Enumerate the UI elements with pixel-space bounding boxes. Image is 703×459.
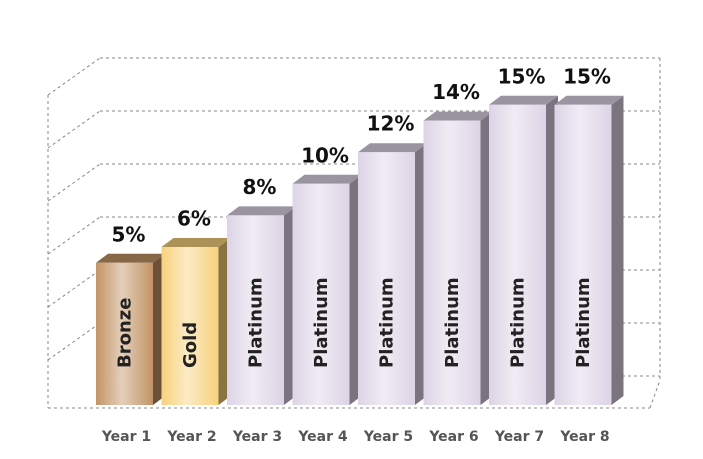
bar-group: Gold 6% Year 2 [161,207,231,445]
bar-label: Platinum [311,277,332,368]
bar-shine [96,262,153,405]
bar-shine [423,120,481,405]
bar-top-shade [292,174,362,184]
value-label: 8% [243,175,277,199]
value-label: 5% [112,222,146,246]
bar-shine [292,183,350,405]
bar-top [96,253,165,263]
bar-shine [161,247,219,405]
bar-top-shade [423,111,493,121]
x-tick-label: Year 1 [101,429,151,445]
value-label: 6% [177,207,211,231]
bar-top [554,95,624,105]
x-tick-label: Year 2 [166,429,216,445]
bar-top-shade [227,206,296,216]
value-label: 14% [432,80,480,104]
x-tick-label: Year 5 [363,429,413,445]
bar-top [489,95,558,105]
value-label: 10% [301,143,349,167]
bar-group: Platinum 14% Year 6 [423,80,493,445]
bar-shine [554,104,612,406]
x-tick-label: Year 8 [559,429,609,445]
x-tick-label: Year 7 [494,429,544,445]
bar-label: Bronze [115,298,136,368]
bar-shine [358,152,415,405]
bar-group: Platinum 12% Year 5 [358,112,427,445]
bar-label: Platinum [442,277,463,368]
bar-label: Platinum [508,277,529,368]
value-label: 15% [563,64,611,88]
bar-top-shade [489,95,558,105]
grid-frame [47,57,661,409]
bar-top [358,143,427,153]
bar-top [292,174,362,184]
value-label: 12% [367,112,415,136]
bar-label: Platinum [377,277,398,368]
bar-group: Platinum 15% Year 8 [554,64,624,445]
bar-group: Platinum 8% Year 3 [227,175,296,445]
bar-side-shade [611,95,624,406]
bar-label: Gold [180,322,201,368]
bar-top-shade [554,95,624,105]
bar-top-shade [96,253,165,263]
bar-top [227,206,296,216]
bar-group: Bronze 5% Year 1 [96,222,165,445]
bar-group: Platinum 10% Year 4 [292,143,362,445]
bar-top [423,111,493,121]
bar-label: Platinum [246,277,267,368]
bar-top [161,238,231,247]
bar-top-shade [161,238,231,247]
bar-top-shade [358,143,427,153]
x-tick-label: Year 4 [297,429,348,445]
bar-side [611,95,624,406]
bar-shine [227,215,284,405]
bar-group: Platinum 15% Year 7 [489,64,558,445]
bar-shine [489,104,546,406]
x-tick-label: Year 3 [232,429,282,445]
x-tick-label: Year 6 [428,429,478,445]
bar-label: Platinum [573,277,594,368]
value-label: 15% [498,64,546,88]
